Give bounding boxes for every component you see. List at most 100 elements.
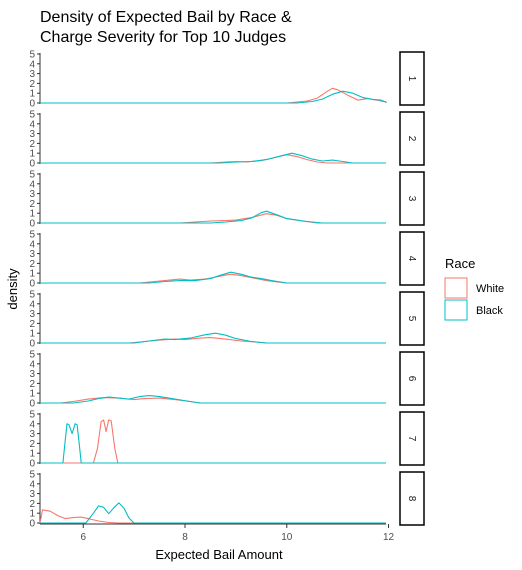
y-tick-label: 5: [29, 50, 35, 61]
y-tick-label: 1: [29, 269, 35, 280]
facet-strip-label: 6: [406, 376, 417, 382]
y-tick-label: 5: [29, 110, 35, 121]
legend-entry-black: Black: [444, 299, 503, 321]
y-tick-label: 0: [29, 399, 35, 410]
y-tick-label: 5: [29, 470, 35, 481]
legend-entries: White Black: [444, 277, 504, 321]
density-line-white: [39, 509, 386, 524]
x-tick-label: 8: [182, 532, 188, 543]
x-tick-label: 12: [383, 532, 395, 543]
chart-title-line-2: Charge Severity for Top 10 Judges: [40, 29, 286, 46]
facet-strip: [399, 171, 425, 226]
legend-title: Race: [445, 256, 475, 271]
legend-label: Black: [476, 305, 503, 317]
legend-key: [444, 299, 468, 321]
density-line-black: [40, 502, 386, 524]
facet-strip: [399, 411, 425, 466]
facet-strip-label: 4: [406, 256, 417, 262]
facet-strip-label: 7: [406, 436, 417, 442]
density-line-black: [40, 332, 386, 344]
y-tick-label: 2: [29, 139, 35, 150]
y-tick-label: 5: [29, 350, 35, 361]
density-line-black: [40, 395, 386, 404]
y-tick-label: 1: [29, 209, 35, 220]
legend: Race White Black: [444, 256, 504, 321]
density-line-white: [40, 419, 386, 464]
y-tick-label: 3: [29, 69, 35, 80]
legend-entry-white: White: [444, 277, 504, 299]
y-tick-label: 2: [29, 259, 35, 270]
facet-strip: [399, 291, 425, 346]
y-tick-label: 3: [29, 309, 35, 320]
density-line-white: [40, 273, 386, 284]
density-line-black: [40, 90, 387, 104]
y-tick-label: 3: [29, 429, 35, 440]
density-line-white: [40, 213, 386, 224]
y-tick-label: 2: [29, 79, 35, 90]
facet-panels: 0123451012345201234530123454012345501234…: [29, 50, 425, 530]
y-tick-label: 2: [29, 319, 35, 330]
density-line-white: [40, 87, 387, 104]
density-line-white: [40, 154, 386, 164]
y-tick-label: 5: [29, 230, 35, 241]
y-tick-label: 3: [29, 489, 35, 500]
y-tick-label: 1: [29, 149, 35, 160]
y-tick-label: 2: [29, 199, 35, 210]
x-axis: 6 8 10 12: [40, 523, 395, 543]
y-tick-label: 2: [29, 499, 35, 510]
facet-strip-label: 5: [406, 316, 417, 322]
chart-title-line-1: Density of Expected Bail by Race &: [40, 9, 292, 26]
y-tick-label: 4: [29, 119, 35, 130]
density-line-black: [40, 423, 386, 464]
x-tick-label: 10: [281, 532, 293, 543]
y-tick-label: 4: [29, 479, 35, 490]
facet-strip-label: 3: [406, 196, 417, 202]
y-tick-label: 4: [29, 179, 35, 190]
density-line-black: [40, 152, 386, 164]
y-tick-label: 0: [29, 99, 35, 110]
y-tick-label: 1: [29, 89, 35, 100]
facet-strip: [399, 231, 425, 286]
y-tick-label: 0: [29, 459, 35, 470]
y-tick-label: 4: [29, 419, 35, 430]
x-tick-label: 6: [80, 532, 86, 543]
facet-strip-label: 1: [406, 76, 417, 82]
y-tick-label: 0: [29, 279, 35, 290]
y-tick-label: 0: [29, 519, 35, 530]
y-tick-label: 3: [29, 369, 35, 380]
y-tick-label: 3: [29, 129, 35, 140]
y-tick-label: 2: [29, 439, 35, 450]
y-tick-label: 1: [29, 449, 35, 460]
x-axis-title: Expected Bail Amount: [155, 547, 283, 562]
y-tick-label: 5: [29, 170, 35, 181]
y-tick-label: 3: [29, 249, 35, 260]
y-tick-label: 4: [29, 359, 35, 370]
y-tick-label: 3: [29, 189, 35, 200]
y-tick-label: 1: [29, 509, 35, 520]
y-tick-label: 0: [29, 219, 35, 230]
facet-strip: [399, 111, 425, 166]
density-line-black: [40, 271, 386, 284]
y-axis-title: density: [5, 268, 20, 310]
y-tick-label: 2: [29, 379, 35, 390]
y-tick-label: 0: [29, 339, 35, 350]
y-tick-label: 0: [29, 159, 35, 170]
legend-label: White: [476, 283, 504, 295]
y-tick-label: 4: [29, 299, 35, 310]
density-line-black: [40, 210, 386, 224]
legend-key: [444, 277, 468, 299]
facet-strip: [399, 51, 425, 106]
y-tick-label: 5: [29, 290, 35, 301]
facet-strip: [399, 471, 425, 526]
y-tick-label: 5: [29, 410, 35, 421]
y-tick-label: 1: [29, 389, 35, 400]
y-tick-label: 4: [29, 59, 35, 70]
